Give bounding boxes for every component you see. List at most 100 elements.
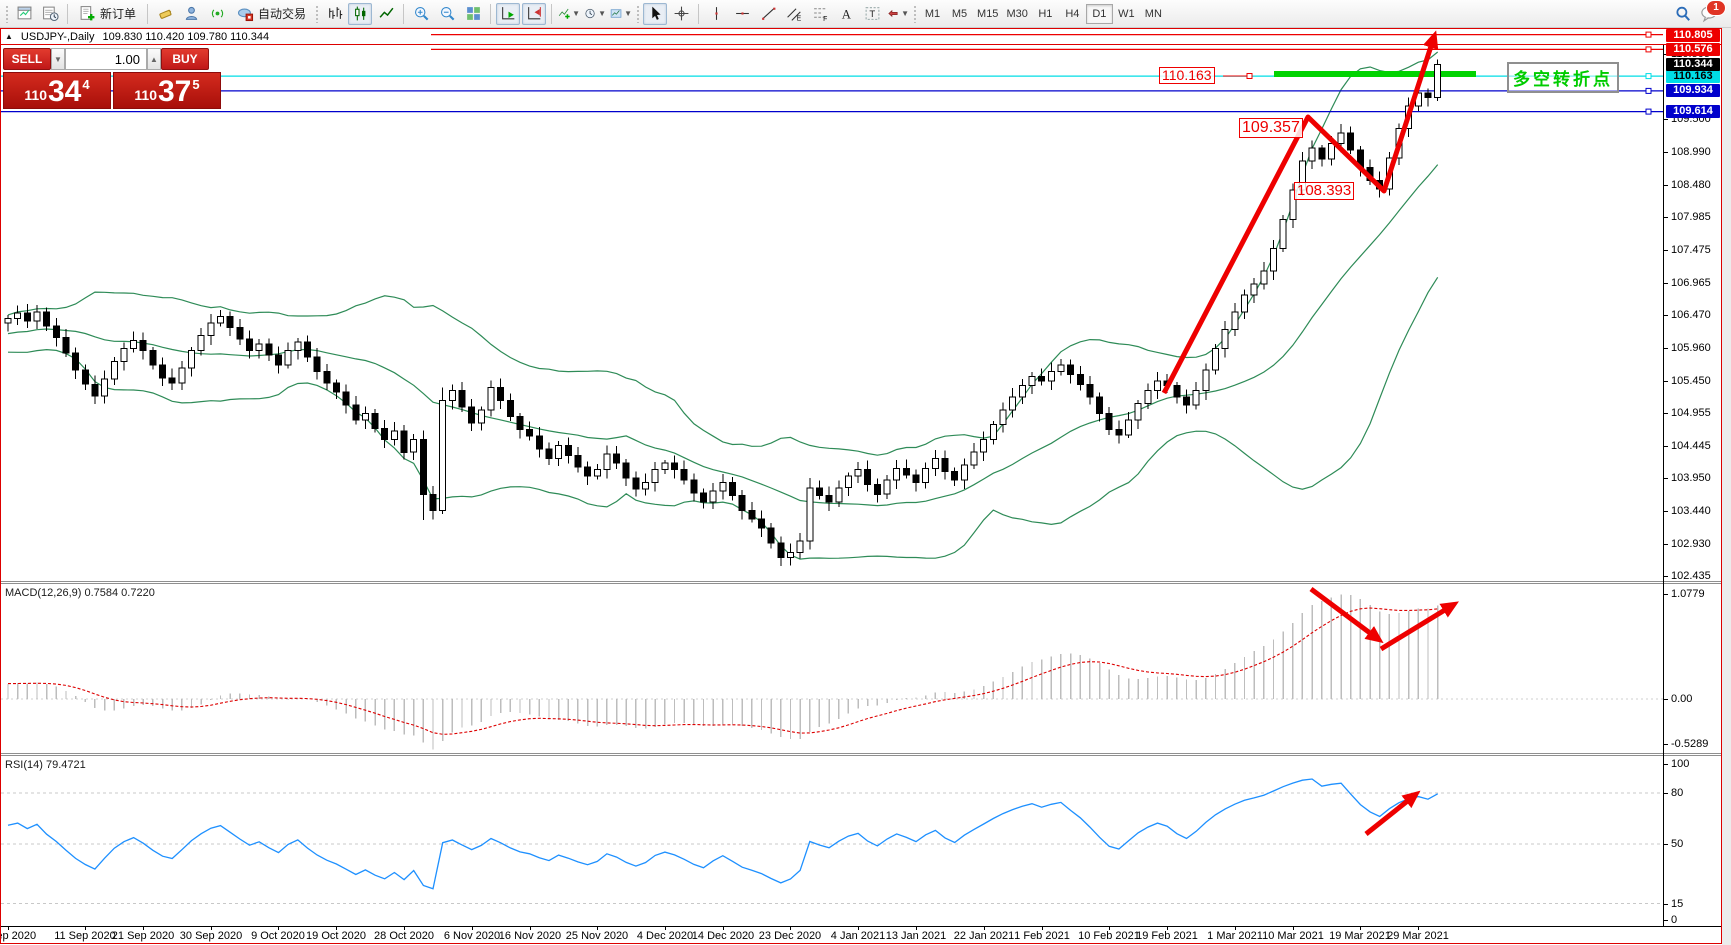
shapes-button[interactable]: ▼ (886, 3, 910, 25)
cursor-button[interactable] (643, 2, 668, 25)
toolbar-grip[interactable] (636, 4, 641, 23)
templates-button[interactable]: ▼ (609, 3, 633, 25)
auto-trading-button[interactable]: 自动交易 (231, 3, 312, 25)
price-tick-label: 104.955 (1671, 407, 1711, 419)
line-handle[interactable] (1645, 46, 1652, 53)
line-handle[interactable] (1645, 108, 1652, 115)
zoom-out-button[interactable] (435, 3, 459, 25)
line-chart-button[interactable] (374, 3, 398, 25)
candle-body (912, 474, 920, 484)
candle-body (1241, 294, 1248, 313)
toolbar-grip[interactable] (913, 4, 918, 23)
rsi-tick-label: 50 (1671, 838, 1684, 850)
toolbar-grip[interactable] (5, 4, 9, 23)
channel-button[interactable]: E (782, 3, 806, 25)
candle-body (535, 435, 543, 450)
search-button[interactable] (1671, 3, 1695, 25)
trendline-button[interactable] (756, 3, 780, 25)
fibonacci-button[interactable]: F (808, 3, 832, 25)
timeframe-bar: M1 M5 M15 M30 H1 H4 D1 W1 MN (919, 3, 1167, 24)
rsi-panel[interactable] (1, 756, 1663, 926)
price-tick-label: 105.450 (1671, 375, 1711, 387)
auto-scroll-button[interactable] (496, 2, 521, 25)
volume-decrease-button[interactable]: ▼ (51, 48, 65, 70)
volume-increase-button[interactable]: ▲ (147, 48, 161, 70)
text-button[interactable]: A (834, 3, 858, 25)
rsi-tick-label: 0 (1671, 914, 1678, 926)
date-label: 4 Jan 2021 (830, 930, 886, 942)
line-handle[interactable] (1645, 31, 1652, 38)
horizontal-line-button[interactable] (730, 3, 754, 25)
crosshair-button[interactable] (669, 3, 693, 25)
candle-body (313, 356, 321, 372)
timeframe-h1[interactable]: H1 (1038, 7, 1053, 20)
date-label: 13 Jan 2021 (885, 930, 947, 942)
turning-point-zone-bar[interactable] (1274, 71, 1476, 77)
line-handle[interactable] (1246, 73, 1253, 79)
periods-button[interactable]: ▼ (583, 3, 607, 25)
timeframe-h4[interactable]: H4 (1065, 7, 1080, 20)
candle-body (1018, 385, 1026, 398)
indicators-button[interactable]: ▼ (557, 3, 581, 25)
new-chart-button[interactable] (12, 3, 36, 25)
timeframe-m15[interactable]: M15 (977, 7, 999, 20)
macd-panel[interactable] (1, 584, 1663, 753)
vertical-line-button[interactable] (704, 3, 728, 25)
timeframe-m30[interactable]: M30 (1006, 7, 1028, 20)
bar-chart-button[interactable] (322, 3, 346, 25)
zoom-in-button[interactable] (409, 3, 433, 25)
price-tick-mark (1663, 315, 1668, 316)
panel-separator[interactable] (1, 581, 1721, 582)
annotation-trough-level[interactable]: 108.393 (1294, 182, 1355, 200)
annotation-resistance-level[interactable]: 110.163 (1159, 67, 1215, 84)
one-click-trading-panel: SELL ▼ 1.00 ▲ BUY 110 34 4 110 37 5 (3, 48, 225, 109)
candle-body (844, 475, 852, 489)
price-badge-110.163: 110.163 (1666, 70, 1720, 83)
new-order-button[interactable]: 新订单 (73, 3, 142, 25)
annotation-turning-point[interactable]: 多空转折点 (1507, 62, 1619, 93)
chat-button[interactable]: 1 (1697, 0, 1726, 25)
sell-price-pip: 4 (82, 77, 90, 92)
tile-windows-button[interactable] (461, 3, 485, 25)
macd-up-arrow[interactable] (1379, 601, 1459, 652)
timeframe-mn[interactable]: MN (1144, 7, 1162, 20)
notifications-button[interactable] (205, 3, 229, 25)
macd-down-arrow[interactable] (1309, 586, 1384, 644)
annotation-peak-level[interactable]: 109.357 (1239, 118, 1303, 138)
buy-price-panel[interactable]: 110 37 5 (113, 72, 221, 109)
sell-price-panel[interactable]: 110 34 4 (3, 72, 111, 109)
rsi-up-arrow[interactable] (1364, 790, 1421, 836)
timeframe-m1[interactable]: M1 (924, 7, 941, 20)
panel-separator[interactable] (1, 753, 1721, 754)
timeframe-d1[interactable]: D1 (1085, 3, 1113, 24)
trend-zigzag-arrow[interactable] (1161, 30, 1439, 395)
auto-scroll-icon (501, 7, 514, 20)
sell-button[interactable]: SELL (3, 48, 51, 70)
candle-body (458, 390, 466, 408)
line-handle[interactable] (1645, 73, 1652, 80)
label-button[interactable]: T (860, 3, 884, 25)
candle-body (448, 390, 456, 401)
profiles-button[interactable] (38, 3, 62, 25)
line-handle[interactable] (1645, 87, 1652, 94)
chart-shift-button[interactable] (522, 2, 547, 25)
candle-body (1260, 270, 1268, 285)
candle-body (1318, 147, 1326, 160)
timeframe-m5[interactable]: M5 (951, 7, 968, 20)
candle-body (671, 462, 678, 471)
toolbar-grip[interactable] (315, 4, 320, 23)
volume-input[interactable]: 1.00 (65, 48, 147, 70)
main-price-chart[interactable] (1, 29, 1663, 582)
trendline-icon (761, 7, 775, 20)
candle-body (690, 479, 698, 494)
history-center-button[interactable] (153, 3, 177, 25)
indicators-icon (558, 8, 570, 19)
accounts-button[interactable] (179, 3, 203, 25)
timeframe-w1[interactable]: W1 (1118, 7, 1135, 20)
buy-button[interactable]: BUY (161, 48, 209, 70)
date-label: 19 Feb 2021 (1136, 930, 1198, 942)
trade-panel-toggle[interactable]: ▲ (5, 32, 13, 41)
candlestick-chart-button[interactable] (348, 2, 373, 25)
profiles-icon (42, 6, 59, 22)
